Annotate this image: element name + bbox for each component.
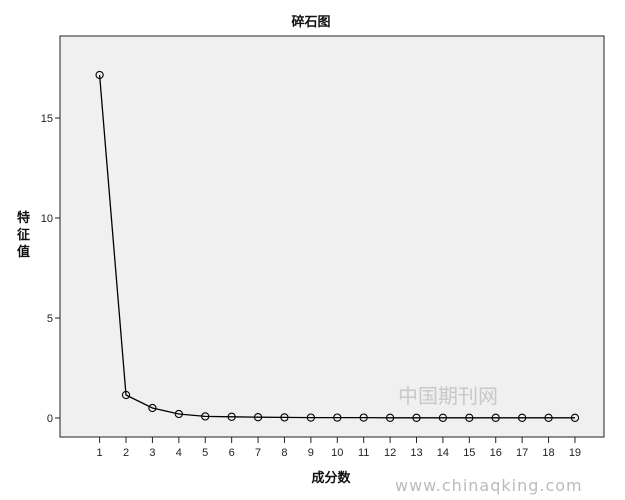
data-point xyxy=(253,413,263,422)
series-line xyxy=(98,74,575,419)
x-tick-label: 14 xyxy=(437,447,449,459)
x-tick-label: 17 xyxy=(516,447,528,459)
series-eigenvalues xyxy=(95,70,580,422)
data-point xyxy=(148,403,157,413)
data-point xyxy=(174,409,183,419)
x-tick-label: 12 xyxy=(384,447,396,459)
data-point xyxy=(333,413,342,422)
x-axis-label: 成分数 xyxy=(311,470,351,486)
x-tick-label: 5 xyxy=(202,447,208,459)
data-point xyxy=(491,413,500,422)
data-point xyxy=(95,70,104,80)
chart-title: 碎石图 xyxy=(291,14,330,30)
watermark-cn: 中国期刊网 xyxy=(398,384,498,408)
data-point xyxy=(544,413,553,422)
x-tick-label: 7 xyxy=(255,447,261,459)
y-tick-label: 5 xyxy=(47,313,53,325)
x-tick-label: 19 xyxy=(569,447,581,459)
data-point xyxy=(359,413,368,422)
watermark-url: www.chinaqking.com xyxy=(395,476,583,495)
data-point xyxy=(438,413,448,422)
x-tick-label: 10 xyxy=(331,447,343,459)
x-tick-label: 8 xyxy=(281,447,287,459)
data-point xyxy=(412,413,421,422)
y-axis-label: 特征值 xyxy=(16,211,30,260)
x-tick-label: 18 xyxy=(542,447,554,459)
x-tick-label: 9 xyxy=(308,447,314,459)
data-point xyxy=(385,413,395,422)
data-point xyxy=(121,390,131,400)
data-point xyxy=(201,412,210,421)
x-tick-label: 13 xyxy=(410,447,422,459)
data-point xyxy=(280,413,289,422)
y-tick-label: 10 xyxy=(41,213,53,225)
data-point xyxy=(517,413,527,422)
x-tick-label: 3 xyxy=(149,447,155,459)
x-tick-label: 16 xyxy=(490,447,502,459)
x-tick-label: 15 xyxy=(463,447,475,459)
y-axis: 0 5 10 15 xyxy=(41,113,60,425)
data-point xyxy=(227,412,236,421)
data-point xyxy=(465,413,474,422)
x-tick-label: 6 xyxy=(229,447,235,459)
x-axis: 1 2 3 4 5 6 7 8 9 10 11 12 13 14 15 16 17 18 19 xyxy=(97,437,581,459)
x-tick-label: 11 xyxy=(358,447,369,459)
data-point xyxy=(306,413,316,422)
x-tick-label: 1 xyxy=(97,447,103,459)
x-tick-label: 4 xyxy=(176,447,182,459)
y-tick-label: 0 xyxy=(47,413,53,425)
plot-area xyxy=(59,35,605,438)
x-tick-label: 2 xyxy=(123,447,129,459)
data-point xyxy=(570,413,580,422)
y-tick-label: 15 xyxy=(41,113,53,125)
